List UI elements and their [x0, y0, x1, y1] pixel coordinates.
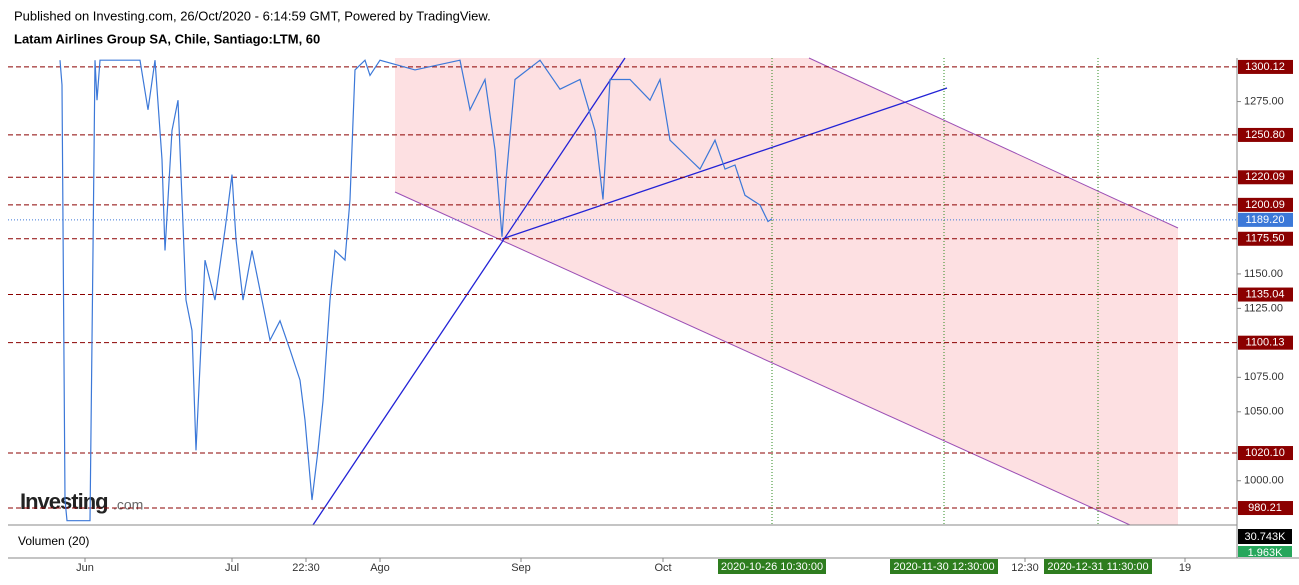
fan-line [312, 57, 626, 526]
y-tick-label: 1150.00 [1244, 268, 1283, 280]
y-tick-label: 1000.00 [1244, 475, 1284, 487]
published-note: Published on Investing.com, 26/Oct/2020 … [14, 8, 491, 23]
x-tick-label: Sep [511, 562, 531, 574]
date-marker-label: 2020-12-31 11:30:00 [1047, 561, 1148, 573]
y-tick-label: 1050.00 [1244, 406, 1284, 418]
volume-last: 1.963K [1248, 547, 1284, 559]
fan-line [501, 87, 948, 240]
volume-last-box [1238, 546, 1292, 557]
level-label: 1300.12 [1245, 61, 1285, 73]
level-box [1238, 197, 1293, 212]
level-label: 1020.10 [1245, 447, 1285, 459]
date-marker-box [890, 559, 998, 574]
level-box [1238, 335, 1293, 350]
last-price-label: 1189.20 [1246, 214, 1285, 226]
logo-suffix: .com [113, 497, 143, 513]
level-box [1238, 59, 1293, 74]
level-label: 1250.80 [1245, 129, 1285, 141]
x-tick-label: Oct [654, 562, 671, 574]
logo: Investing [20, 489, 108, 514]
level-label: 1200.09 [1245, 199, 1285, 211]
level-box [1238, 501, 1293, 516]
y-tick-label: 1125.00 [1244, 302, 1283, 314]
channel-fill [395, 58, 1178, 525]
price-line [59, 59, 773, 522]
channel-line [808, 57, 1179, 229]
level-box [1238, 127, 1293, 142]
volume-value: 30.743K [1245, 531, 1287, 543]
level-label: 980.21 [1248, 502, 1282, 514]
y-tick-label: 1275.00 [1244, 95, 1284, 107]
last-price-box [1238, 212, 1293, 227]
volume-box [1238, 529, 1292, 544]
x-tick-label: Ago [370, 562, 390, 574]
date-marker-box [718, 559, 826, 574]
x-tick-label: Jun [76, 562, 94, 574]
level-label: 1175.50 [1246, 233, 1285, 245]
date-marker-box [1044, 559, 1152, 574]
level-box [1238, 287, 1293, 302]
volume-label: Volumen (20) [18, 534, 89, 548]
channel-line [394, 191, 1131, 526]
x-tick-label: 19 [1179, 562, 1191, 574]
level-box [1238, 170, 1293, 185]
level-box [1238, 231, 1293, 246]
level-label: 1100.13 [1246, 337, 1285, 349]
x-tick-label: 12:30 [1011, 562, 1039, 574]
level-box [1238, 446, 1293, 461]
level-label: 1220.09 [1245, 171, 1285, 183]
date-marker-label: 2020-11-30 12:30:00 [893, 561, 994, 573]
x-tick-label: 22:30 [292, 562, 320, 574]
chart-title: Latam Airlines Group SA, Chile, Santiago… [14, 31, 320, 46]
date-marker-label: 2020-10-26 10:30:00 [721, 561, 823, 573]
level-label: 1135.04 [1246, 288, 1285, 300]
x-tick-label: Jul [225, 562, 239, 574]
y-tick-label: 1075.00 [1244, 371, 1284, 383]
